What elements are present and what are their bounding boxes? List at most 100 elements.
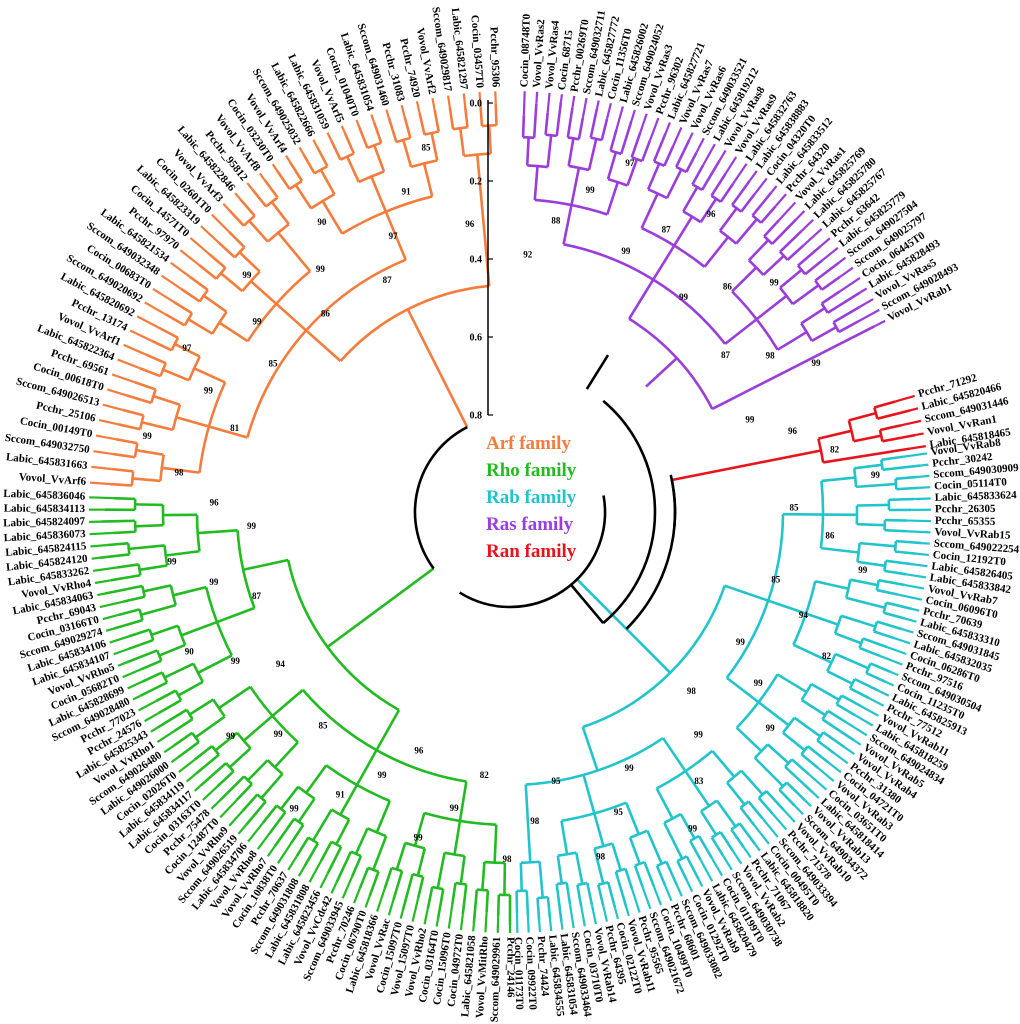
leaf-label: Labic_645831663 bbox=[5, 451, 88, 472]
leaf-label: Pcchr_24146 bbox=[504, 937, 516, 998]
bootstrap-value: 99 bbox=[247, 521, 257, 531]
leaf-label: Cocin_08748T0 bbox=[518, 13, 533, 87]
bootstrap-value: 95 bbox=[551, 776, 561, 786]
bootstrap-value: 87 bbox=[662, 225, 672, 235]
clade-ran bbox=[671, 394, 926, 482]
bootstrap-value: 99 bbox=[754, 678, 764, 688]
bootstrap-value: 99 bbox=[378, 770, 388, 780]
bootstrap-value: 99 bbox=[812, 358, 822, 368]
bootstrap-value: 86 bbox=[723, 282, 733, 292]
scale-tick-label: 0.2 bbox=[470, 177, 483, 188]
bootstrap-value: 82 bbox=[830, 445, 840, 455]
scale-tick-label: 0.8 bbox=[470, 411, 483, 422]
bootstrap-value: 96 bbox=[210, 497, 220, 507]
bootstrap-value: 85 bbox=[771, 575, 781, 585]
bootstrap-value: 99 bbox=[745, 415, 755, 425]
leaf-label: Vovol_VvRab15 bbox=[934, 526, 1011, 542]
bootstrap-value: 99 bbox=[204, 386, 214, 396]
bootstrap-value: 85 bbox=[318, 720, 328, 730]
bootstrap-value: 96 bbox=[706, 209, 716, 219]
clade-arf bbox=[89, 91, 498, 487]
bootstrap-value: 87 bbox=[383, 275, 393, 285]
bootstrap-value: 99 bbox=[858, 565, 868, 575]
distance-scale-axis: 0.0 0.2 0.4 0.6 0.8 bbox=[470, 99, 493, 422]
leaf-label: Cocin_01173T0 bbox=[512, 937, 525, 1010]
tree-leaf-labels: Vovol_VvArf6Labic_645831663Sccom_6490327… bbox=[3, 6, 1020, 1022]
bootstrap-value: 97 bbox=[389, 231, 399, 241]
bootstrap-value: 97 bbox=[182, 343, 192, 353]
bootstrap-value: 99 bbox=[290, 803, 300, 813]
bootstrap-value: 83 bbox=[694, 776, 704, 786]
leaf-label: Cocin_03457T0 bbox=[468, 14, 485, 89]
tree-branches bbox=[89, 91, 931, 933]
bootstrap-value: 99 bbox=[871, 470, 881, 480]
bootstrap-value: 99 bbox=[694, 730, 704, 740]
bootstrap-value: 85 bbox=[789, 503, 799, 513]
scale-tick-label: 0.4 bbox=[470, 255, 483, 266]
bootstrap-value: 99 bbox=[688, 823, 698, 833]
bootstrap-value: 99 bbox=[766, 723, 776, 733]
bootstrap-value: 87 bbox=[721, 350, 731, 360]
bootstrap-value: 99 bbox=[242, 270, 252, 280]
bootstrap-value: 92 bbox=[523, 250, 533, 260]
bootstrap-value: 86 bbox=[825, 531, 835, 541]
bootstrap-value: 87 bbox=[252, 591, 262, 601]
leaf-label: Labic_645833624 bbox=[935, 489, 1018, 504]
leaf-label: Sccom_649029961 bbox=[489, 937, 503, 1023]
legend-ras-family: Ras family bbox=[486, 514, 574, 535]
leaf-label: Vovol_VvRas2 bbox=[531, 18, 547, 88]
leaf-label: Labic_645836073 bbox=[3, 528, 86, 544]
leaf-label: Labic_645836046 bbox=[3, 488, 86, 503]
bootstrap-value: 96 bbox=[414, 745, 424, 755]
bootstrap-value: 86 bbox=[321, 308, 331, 318]
bootstrap-value: 95 bbox=[614, 807, 624, 817]
bootstrap-value: 99 bbox=[414, 832, 424, 842]
leaf-label: Pcchr_74424 bbox=[535, 935, 551, 997]
bootstrap-value: 82 bbox=[822, 651, 832, 661]
bootstrap-value: 99 bbox=[625, 763, 635, 773]
bootstrap-value: 99 bbox=[770, 277, 780, 287]
bootstrap-value: 98 bbox=[596, 851, 606, 861]
family-legend: Arf family Rho family Rab family Ras fam… bbox=[486, 433, 577, 562]
bootstrap-value: 99 bbox=[450, 803, 460, 813]
bootstrap-value: 85 bbox=[422, 143, 432, 153]
bootstrap-value: 98 bbox=[687, 686, 697, 696]
bootstrap-value: 99 bbox=[209, 577, 219, 587]
legend-arf-family: Arf family bbox=[486, 433, 571, 454]
clade-rab bbox=[515, 452, 931, 933]
leaf-label: Vovol_VvArf6 bbox=[18, 471, 87, 488]
leaf-label: Pcchr_65355 bbox=[935, 515, 996, 528]
clade-ras bbox=[521, 91, 886, 411]
bootstrap-value: 98 bbox=[175, 467, 185, 477]
bootstrap-value: 96 bbox=[465, 219, 475, 229]
bootstrap-value: 99 bbox=[736, 637, 746, 647]
bootstrap-value: 99 bbox=[316, 264, 326, 274]
leaf-label: Pcchr_26305 bbox=[935, 503, 996, 515]
leaf-label: Labic_645834113 bbox=[4, 503, 86, 515]
legend-ran-family: Ran family bbox=[486, 541, 577, 562]
bootstrap-value: 99 bbox=[679, 292, 689, 302]
bootstrap-value: 99 bbox=[586, 185, 596, 195]
bootstrap-value: 88 bbox=[551, 216, 561, 226]
leaf-label: Cocin_09922T0 bbox=[523, 936, 538, 1010]
bootstrap-value: 91 bbox=[336, 789, 346, 799]
bootstrap-value: 99 bbox=[621, 246, 631, 256]
bootstrap-value: 96 bbox=[788, 426, 798, 436]
bootstrap-value: 82 bbox=[480, 770, 490, 780]
legend-rho-family: Rho family bbox=[486, 460, 577, 481]
scale-tick-label: 0.0 bbox=[470, 99, 483, 110]
bootstrap-value: 98 bbox=[530, 816, 540, 826]
leaf-label: Cocin_05114T0 bbox=[934, 476, 1008, 492]
bootstrap-value: 98 bbox=[502, 854, 512, 864]
bootstrap-value: 99 bbox=[143, 431, 153, 441]
bootstrap-value: 90 bbox=[317, 217, 327, 227]
bootstrap-value: 94 bbox=[799, 610, 809, 620]
leaf-label: Pcchr_95306 bbox=[488, 27, 502, 88]
bootstrap-value: 85 bbox=[269, 359, 279, 369]
bootstrap-value: 99 bbox=[231, 656, 241, 666]
scale-tick-label: 0.6 bbox=[470, 333, 483, 344]
clade-rho bbox=[89, 496, 512, 933]
bootstrap-value: 91 bbox=[402, 187, 412, 197]
